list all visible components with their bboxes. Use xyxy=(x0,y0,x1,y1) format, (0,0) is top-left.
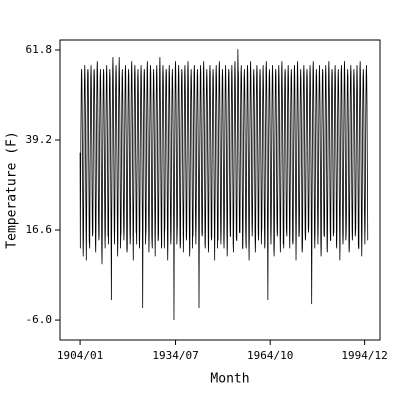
y-tick-label: 61.8 xyxy=(26,43,53,56)
plot-frame xyxy=(59,39,381,341)
x-axis-label: Month xyxy=(210,372,249,387)
y-tick-label: 39.2 xyxy=(26,133,53,146)
x-tick-label: 1904/01 xyxy=(57,349,103,362)
x-tick-label: 1964/10 xyxy=(247,349,293,362)
y-axis-label: Temperature (F) xyxy=(5,131,20,248)
y-tick-label: -6.0 xyxy=(26,313,53,326)
y-tick-label: 16.6 xyxy=(26,223,53,236)
temperature-line xyxy=(79,49,369,321)
x-tick-label: 1994/12 xyxy=(341,349,387,362)
x-tick-label: 1934/07 xyxy=(152,349,198,362)
